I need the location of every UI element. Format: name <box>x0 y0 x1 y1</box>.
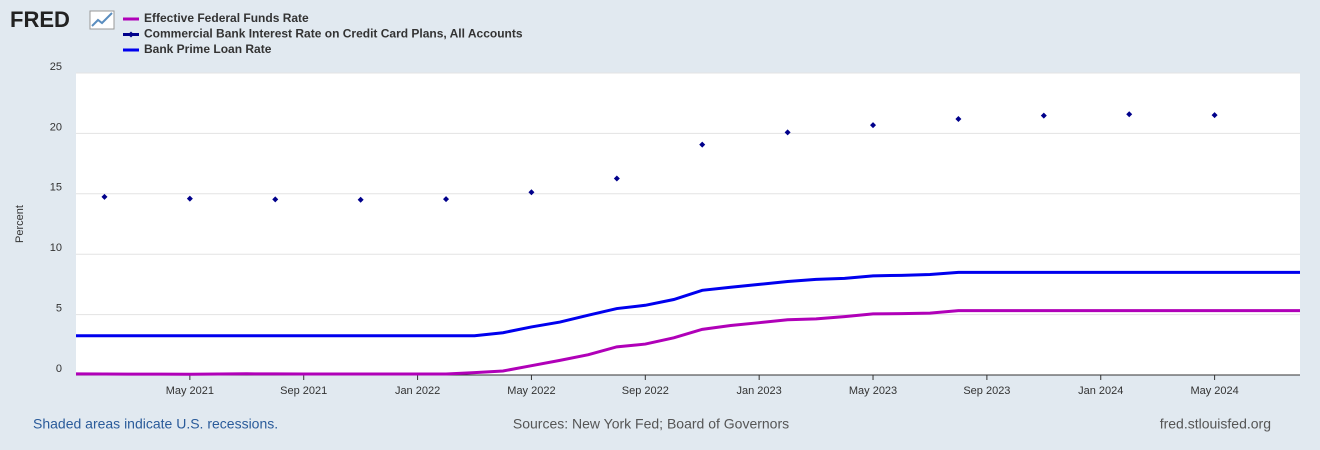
data-point <box>699 141 706 148</box>
note[interactable]: Shaded areas indicate U.S. recessions. <box>33 416 278 432</box>
legend-label: Bank Prime Loan Rate <box>144 42 272 56</box>
x-tick-label: May 2024 <box>1190 385 1238 397</box>
series-line <box>75 309 1300 376</box>
y-tick-label: 10 <box>50 242 62 254</box>
series-line <box>76 270 1300 338</box>
data-point <box>186 195 193 202</box>
credit[interactable]: fred.stlouisfed.org <box>1160 416 1271 432</box>
data-point <box>357 196 364 203</box>
x-tick-label: Sep 2023 <box>963 385 1010 397</box>
y-tick-label: 15 <box>50 182 62 194</box>
legend-marker <box>128 31 134 38</box>
data-point <box>1040 112 1047 119</box>
x-tick-label: Sep 2021 <box>280 385 327 397</box>
data-point <box>870 122 877 129</box>
data-point <box>443 196 450 203</box>
x-tick-label: May 2023 <box>849 385 897 397</box>
legend-label: Effective Federal Funds Rate <box>144 11 309 25</box>
data-point <box>613 175 620 182</box>
y-tick-label: 20 <box>50 121 62 133</box>
x-tick-label: Sep 2022 <box>622 385 669 397</box>
y-tick-label: 25 <box>50 61 62 73</box>
plot-area <box>76 73 1300 375</box>
data-point <box>784 129 791 136</box>
legend-label: Commercial Bank Interest Rate on Credit … <box>144 27 523 41</box>
logo-icon <box>89 10 115 30</box>
source: Sources: New York Fed; Board of Governor… <box>513 416 789 432</box>
data-point <box>101 193 108 200</box>
x-tick-label: Jan 2022 <box>395 385 440 397</box>
logo: FRED <box>10 7 70 32</box>
x-tick-label: Jan 2024 <box>1078 385 1123 397</box>
x-tick-label: May 2022 <box>507 385 555 397</box>
y-tick-label: 5 <box>56 303 62 315</box>
y-tick-label: 0 <box>56 363 62 375</box>
data-point <box>955 116 962 123</box>
x-tick-label: May 2021 <box>166 385 214 397</box>
data-point <box>528 189 535 196</box>
y-axis-label: Percent <box>14 205 26 243</box>
data-point <box>1126 111 1133 118</box>
data-point <box>272 196 279 203</box>
data-point <box>1211 112 1218 119</box>
x-tick-label: Jan 2023 <box>737 385 782 397</box>
